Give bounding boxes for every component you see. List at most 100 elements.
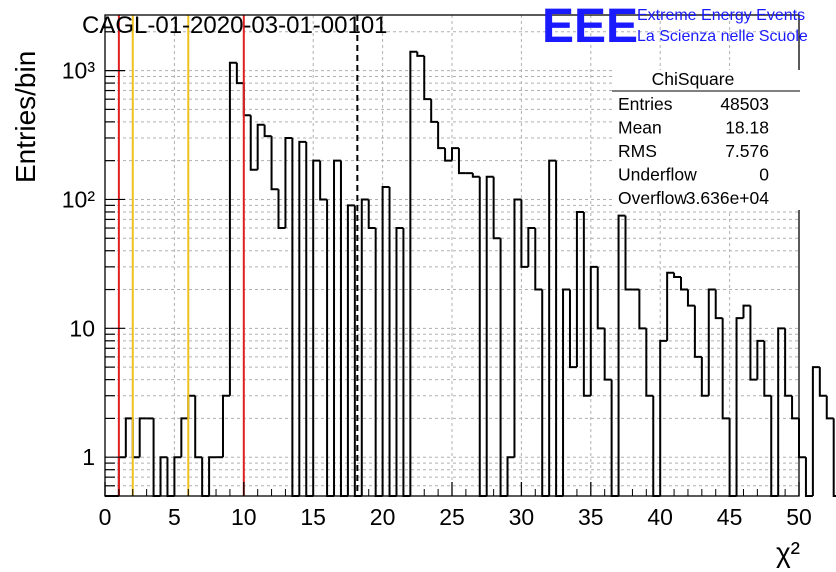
histogram-bin	[249, 115, 258, 171]
histogram-bin	[596, 266, 605, 330]
histogram-bin	[388, 186, 397, 497]
histogram-bin	[416, 51, 425, 57]
eee-logo-line2: La Scienza nelle Scuole	[637, 28, 808, 45]
histogram-bin	[527, 227, 536, 267]
histogram-bin	[444, 148, 452, 162]
histogram-bin	[291, 137, 300, 497]
histogram-bin	[235, 62, 244, 85]
histogram-bin	[319, 160, 328, 201]
histogram-bin	[770, 395, 779, 497]
histogram-bin	[367, 199, 376, 230]
histogram-bin	[693, 305, 702, 358]
histogram-bin	[180, 417, 189, 458]
histogram-bin	[256, 123, 265, 170]
histogram-bin	[194, 395, 203, 459]
histogram-bin	[756, 339, 765, 380]
histogram-bin	[284, 136, 293, 229]
y-axis-label: Entries/bin	[10, 51, 41, 183]
histogram-bin	[270, 136, 279, 191]
histogram-bin	[381, 185, 390, 496]
x-tick-label: 35	[578, 504, 604, 530]
stats-value: 18.18	[725, 118, 769, 138]
histogram-bin	[326, 199, 335, 497]
marker-lines	[117, 15, 359, 496]
histogram-bin	[402, 228, 411, 497]
histogram-bin	[617, 214, 626, 496]
histogram-bin	[645, 328, 654, 397]
histogram-bin	[228, 61, 237, 396]
histogram-bin	[624, 215, 633, 291]
histogram-bin	[714, 289, 723, 320]
stats-label: Overflow	[618, 188, 687, 208]
y-tick-label: 1	[82, 444, 95, 470]
histogram-bin	[520, 199, 529, 268]
histogram-bin	[721, 318, 730, 420]
histogram-bin	[471, 173, 480, 178]
histogram-bin	[659, 339, 668, 496]
histogram-bin	[666, 271, 675, 341]
histogram-bin	[700, 356, 709, 397]
histogram-bin	[485, 175, 494, 496]
histogram-bin	[610, 379, 619, 497]
histogram-bin	[131, 418, 140, 459]
histogram-bin	[513, 198, 522, 458]
y-axis: 1 10 10² 10³	[62, 31, 125, 487]
x-tick-label: 15	[300, 504, 326, 530]
histogram-bin	[395, 227, 404, 496]
histogram-bin	[312, 159, 321, 496]
histogram-bin	[478, 176, 487, 497]
histogram-bin	[277, 189, 286, 230]
x-tick-label: 40	[647, 504, 673, 530]
stats-label: Entries	[618, 94, 673, 114]
histogram-bin	[298, 140, 307, 496]
histogram-bin	[784, 328, 793, 397]
x-tick-label: 0	[99, 504, 112, 530]
histogram-bin	[832, 418, 836, 497]
stats-box: ChiSquare Entries 48503 Mean 18.18 RMS 7.576 U…	[612, 69, 800, 210]
histogram-bin	[423, 55, 432, 101]
histogram-bin	[159, 456, 168, 496]
histogram	[105, 50, 836, 497]
x-tick-label: 5	[168, 504, 181, 530]
histogram-bin	[589, 265, 598, 396]
histogram-bin	[124, 417, 133, 458]
x-tick-label: 45	[717, 504, 743, 530]
histogram-bin	[742, 304, 751, 319]
histogram-bin	[305, 141, 314, 497]
histogram-bin	[541, 289, 550, 497]
histogram-bin	[360, 198, 369, 496]
histogram-bin	[673, 272, 682, 279]
histogram-bin	[409, 50, 418, 496]
histogram-bin	[430, 99, 439, 123]
histogram-bin	[568, 289, 577, 369]
x-tick-label: 30	[509, 504, 535, 530]
stats-value: 7.576	[725, 141, 769, 161]
histogram-bin	[735, 317, 744, 496]
histogram-bin	[548, 159, 557, 496]
histogram-bin	[791, 395, 799, 420]
histogram-bin	[437, 121, 446, 150]
histogram-bin	[575, 210, 584, 368]
histogram-bin	[707, 288, 716, 396]
x-tick-label: 10	[231, 504, 257, 530]
histogram-bin	[534, 228, 543, 291]
x-tick-label: 20	[370, 504, 396, 530]
histogram-bin	[492, 176, 501, 240]
eee-logo: EEE Extreme Energy Events La Scienza nel…	[542, 0, 808, 53]
histogram-bin	[374, 228, 383, 497]
histogram-bin	[138, 417, 147, 458]
histogram-bin	[818, 367, 827, 397]
histogram-bin	[652, 395, 661, 497]
histogram-bin	[263, 124, 272, 138]
stats-value: 0	[759, 165, 769, 185]
x-axis-label: χ²	[776, 537, 800, 568]
histogram-bin	[777, 327, 786, 496]
histogram-bin	[457, 148, 466, 175]
histogram-bin	[763, 340, 772, 397]
histogram-bin	[680, 277, 688, 291]
stats-label: RMS	[618, 141, 657, 161]
y-tick-label: 10³	[62, 58, 96, 84]
histogram-bin	[804, 457, 813, 497]
y-tick-label: 10²	[62, 186, 96, 212]
